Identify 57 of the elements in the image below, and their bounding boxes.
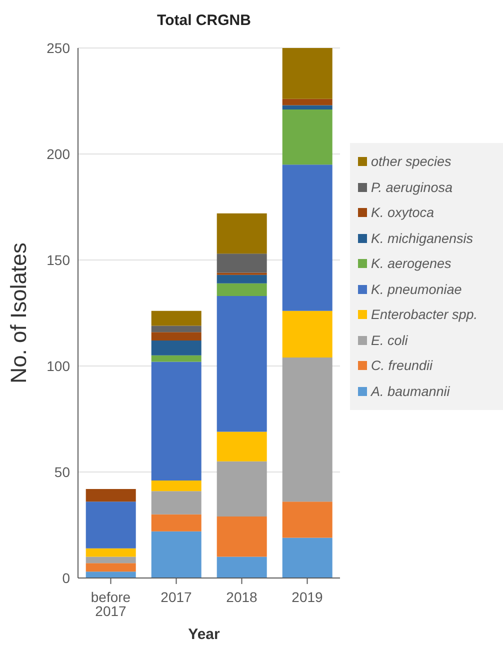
y-axis-title: No. of Isolates	[6, 242, 31, 384]
y-tick-label: 50	[54, 464, 70, 480]
bar	[216, 556, 267, 578]
legend-label: Enterobacter spp.	[371, 307, 478, 322]
legend-label: K. aerogenes	[371, 256, 452, 272]
legend-label: K. pneumoniae	[371, 282, 462, 297]
chart-title: Total CRGNB	[156, 12, 252, 29]
x-axis-title: Year	[187, 626, 221, 643]
bar	[151, 514, 202, 532]
bar	[282, 98, 332, 106]
y-tick-label: 0	[62, 570, 70, 586]
y-tick-label: 150	[46, 252, 70, 268]
y-tick-label: 200	[46, 146, 70, 162]
bar	[216, 254, 267, 273]
bar	[282, 310, 332, 358]
legend-label: C. freundii	[371, 358, 433, 374]
legend-label: K. oxytoca	[371, 205, 434, 220]
bar	[216, 213, 267, 254]
bar	[216, 461, 267, 517]
bar	[151, 491, 202, 514]
bar	[86, 488, 136, 502]
bar	[282, 105, 332, 110]
bar	[282, 164, 332, 311]
bar	[282, 48, 332, 99]
bar	[86, 572, 136, 578]
x-tick-label: 2017	[160, 588, 192, 605]
legend-label: other species	[371, 154, 452, 170]
bar	[86, 548, 136, 557]
x-tick-label: before 2017	[90, 588, 131, 619]
bar	[151, 340, 202, 356]
legend-label: P. aeruginosa	[371, 180, 453, 195]
bar	[86, 563, 136, 572]
bar	[216, 283, 267, 296]
bar	[216, 274, 267, 284]
bar	[282, 109, 332, 165]
bar	[151, 332, 202, 341]
legend-label: E. coli	[371, 332, 408, 348]
bar	[216, 516, 267, 557]
bar	[282, 358, 332, 502]
y-tick-label: 100	[46, 358, 70, 374]
x-tick-label: 2019	[292, 588, 324, 605]
bar	[151, 531, 202, 578]
bar	[86, 502, 136, 548]
bar	[151, 362, 202, 480]
x-tick-label: 2018	[226, 588, 258, 605]
bar	[282, 538, 332, 578]
bar	[151, 355, 202, 362]
bar	[282, 502, 332, 538]
bar	[86, 556, 136, 564]
bar	[216, 296, 267, 432]
bar	[216, 432, 267, 462]
y-tick-label: 250	[46, 40, 70, 56]
legend-label: A. baumannii	[371, 384, 450, 399]
bar	[151, 326, 202, 332]
legend-label: K. michiganensis	[371, 230, 474, 246]
bar	[151, 480, 202, 492]
bar	[151, 310, 202, 326]
